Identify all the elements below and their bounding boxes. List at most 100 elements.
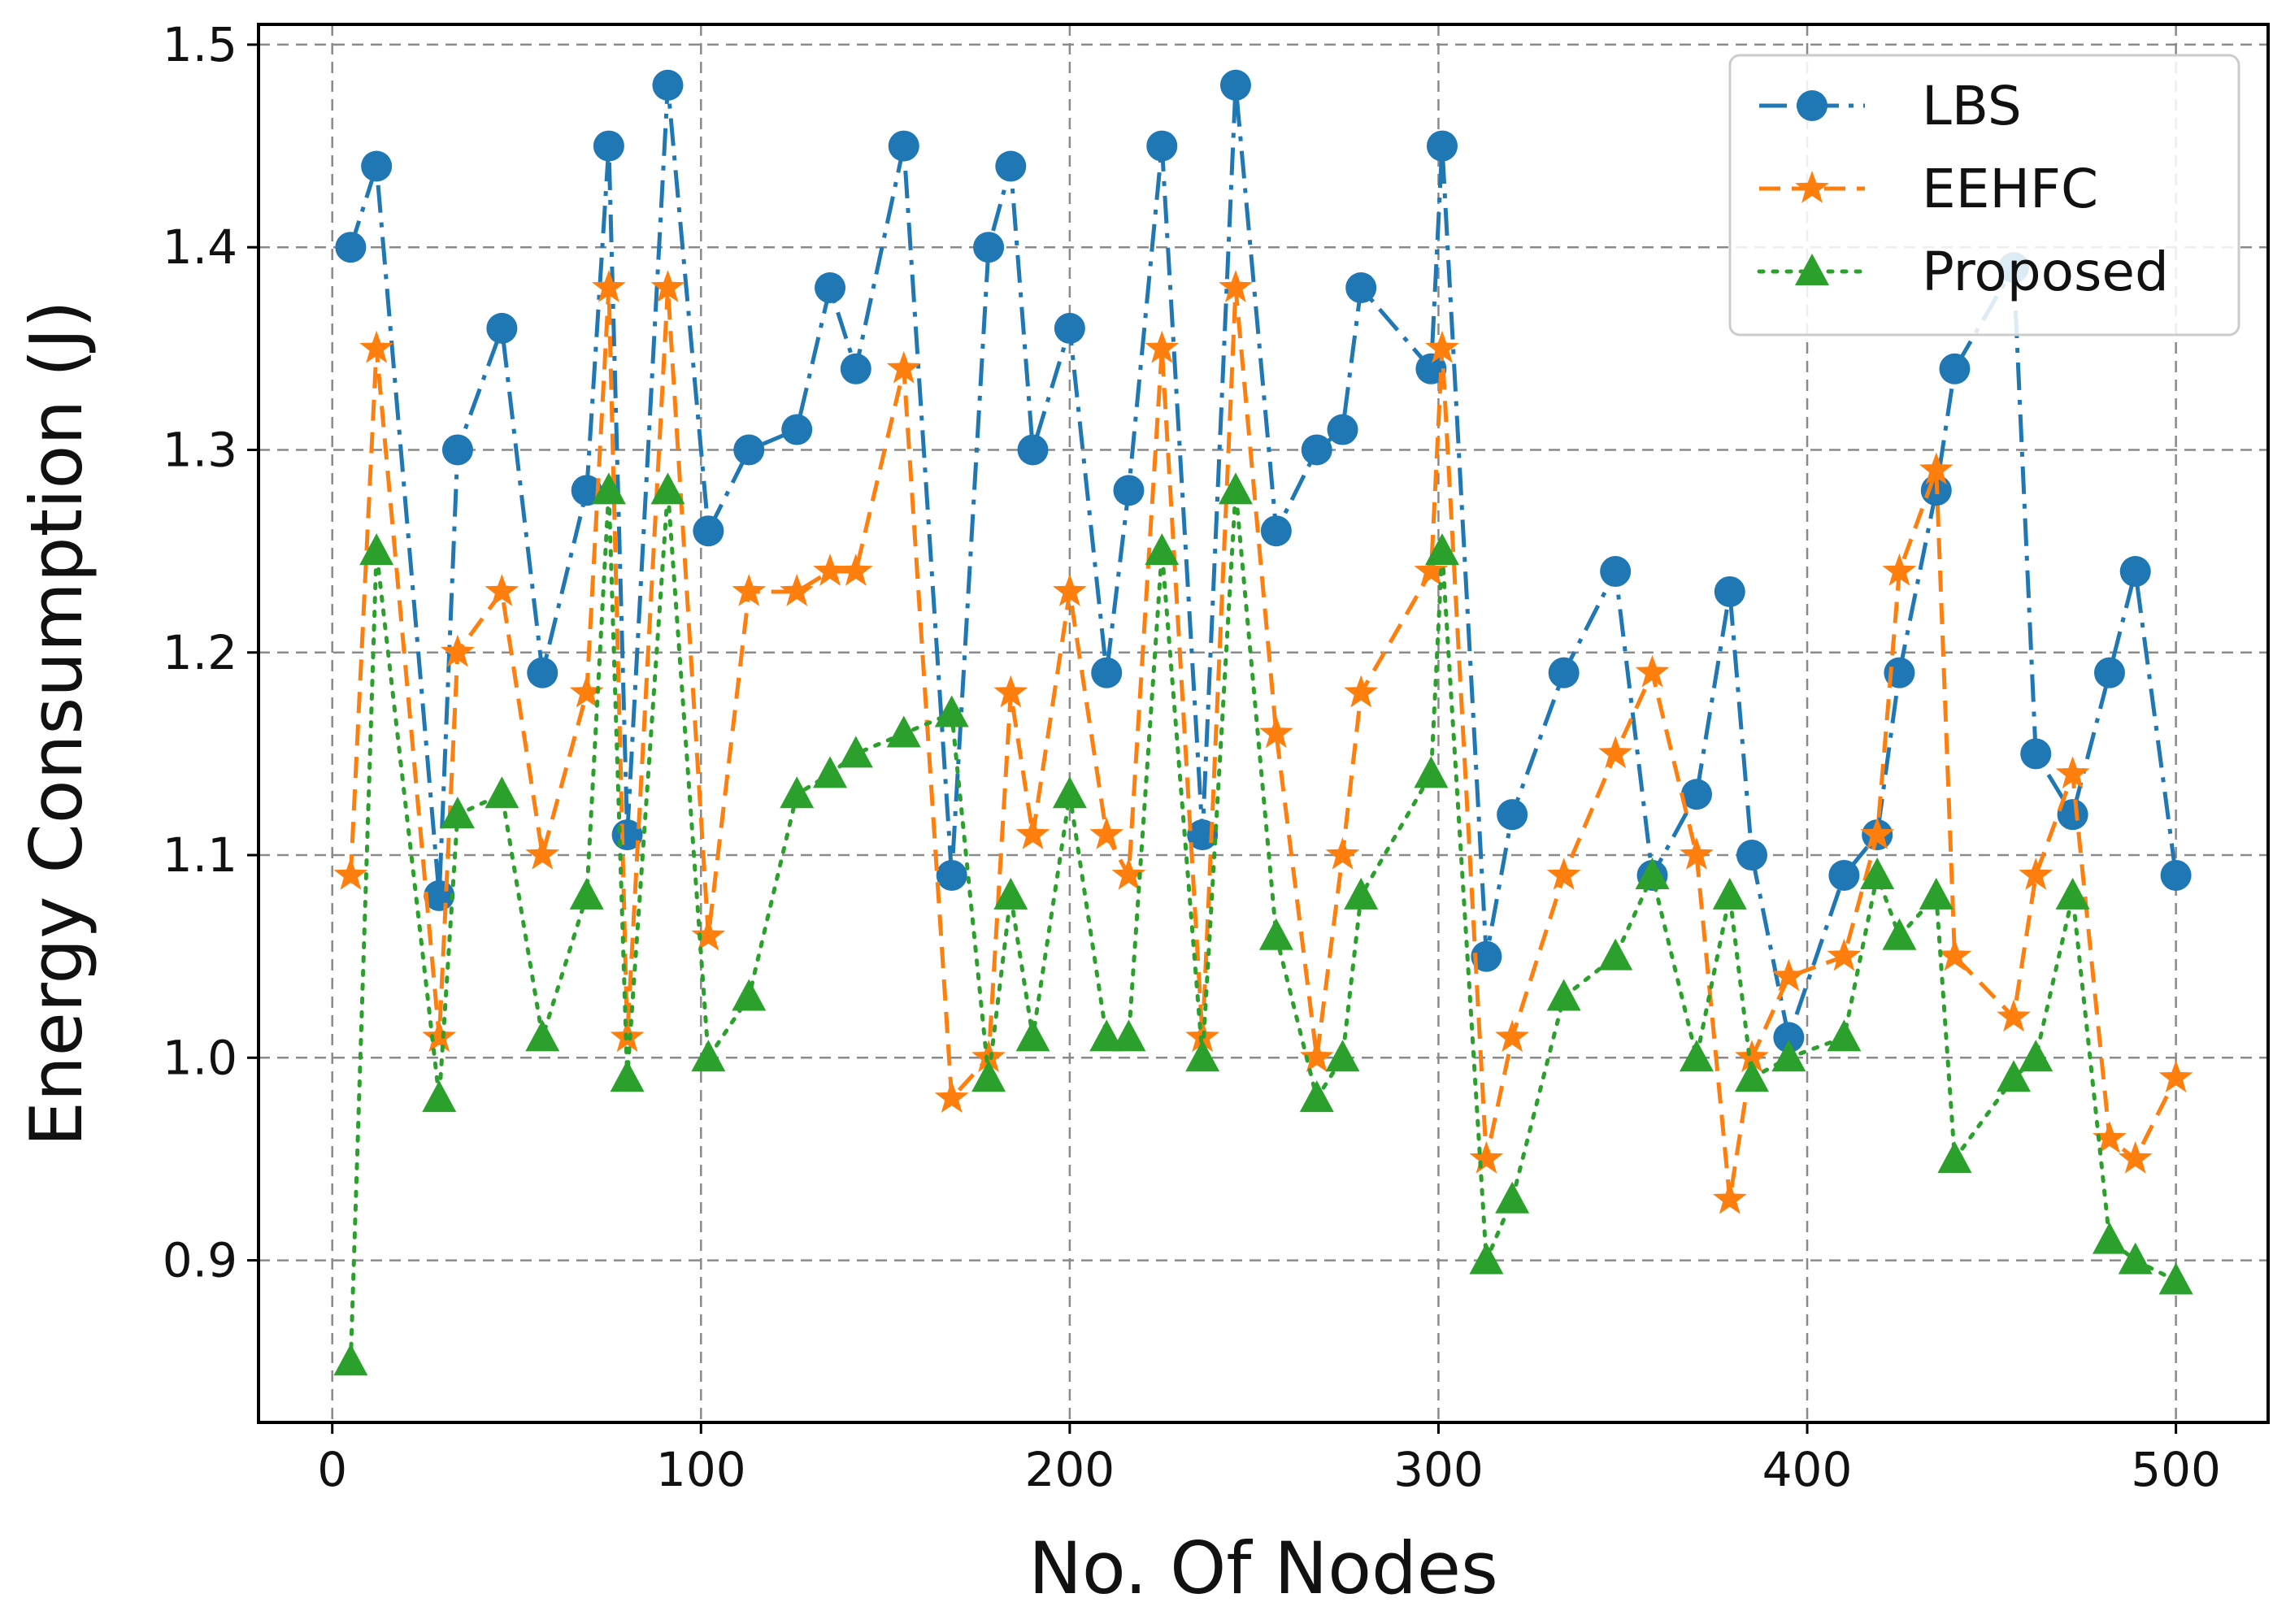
legend-marker-lbs <box>1797 90 1827 121</box>
data-point-eehfc <box>1111 858 1146 890</box>
data-point-eehfc <box>569 675 604 708</box>
x-tick-label: 400 <box>1762 1442 1853 1497</box>
data-point-lbs <box>2057 799 2088 831</box>
data-point-lbs <box>1471 940 1502 972</box>
data-point-lbs <box>693 515 724 547</box>
plot-frame <box>257 23 2270 1424</box>
data-point-proposed <box>1258 918 1293 950</box>
data-point-lbs <box>1260 515 1292 547</box>
data-point-eehfc <box>691 918 726 951</box>
data-point-lbs <box>652 69 684 101</box>
y-tick-label: 0.9 <box>163 1233 237 1288</box>
data-point-eehfc <box>1344 675 1379 708</box>
data-point-lbs <box>571 475 602 506</box>
data-point-eehfc <box>838 554 873 586</box>
legend-label-proposed: Proposed <box>1922 241 2169 303</box>
data-point-proposed <box>2055 877 2090 910</box>
data-point-lbs <box>840 353 871 384</box>
data-point-eehfc <box>1469 1140 1504 1174</box>
y-tick-label: 1.1 <box>163 827 237 883</box>
series-layer <box>333 69 2193 1376</box>
data-point-proposed <box>333 1344 368 1376</box>
data-point-proposed <box>1218 472 1253 505</box>
data-point-lbs <box>1301 434 1332 466</box>
data-point-lbs <box>936 859 967 891</box>
data-point-proposed <box>1679 1040 1714 1072</box>
data-point-eehfc <box>333 858 368 890</box>
series-proposed <box>333 472 2193 1376</box>
y-axis-label: Energy Consumption (J) <box>15 300 98 1146</box>
data-point-proposed <box>732 979 767 1011</box>
legend-label-eehfc: EEHFC <box>1922 158 2098 220</box>
data-point-eehfc <box>886 350 921 384</box>
data-point-eehfc <box>1860 817 1895 849</box>
data-point-eehfc <box>1089 817 1124 849</box>
data-point-proposed <box>1712 877 1747 910</box>
data-point-lbs <box>593 130 624 162</box>
data-point-eehfc <box>1735 1040 1769 1073</box>
data-point-proposed <box>993 877 1028 910</box>
data-point-lbs <box>1828 859 1860 891</box>
data-point-proposed <box>440 797 475 829</box>
data-point-eehfc <box>1546 858 1581 890</box>
data-point-proposed <box>650 472 685 505</box>
y-tick-label: 1.0 <box>163 1030 237 1085</box>
data-point-eehfc <box>1259 715 1293 749</box>
data-point-lbs <box>2093 657 2125 688</box>
data-point-eehfc <box>1495 1019 1530 1053</box>
data-point-proposed <box>691 1040 726 1072</box>
data-point-lbs <box>1714 575 1745 607</box>
data-point-proposed <box>2158 1262 2193 1295</box>
legend: LBS EEHFC Proposed <box>1728 54 2240 337</box>
data-point-eehfc <box>485 574 519 606</box>
data-point-lbs <box>888 130 919 162</box>
data-point-lbs <box>1327 414 1358 445</box>
data-point-proposed <box>1414 756 1449 788</box>
data-point-proposed <box>886 715 921 748</box>
data-point-eehfc <box>359 330 394 363</box>
data-point-proposed <box>1598 938 1633 970</box>
data-point-proposed <box>1052 776 1087 809</box>
data-point-eehfc <box>1827 938 1862 971</box>
data-point-lbs <box>1680 779 1712 810</box>
data-point-proposed <box>1546 979 1581 1011</box>
data-point-proposed <box>1882 918 1917 950</box>
data-point-proposed <box>780 776 815 809</box>
data-point-eehfc <box>813 554 847 586</box>
series-line-lbs <box>349 83 2179 1040</box>
data-point-proposed <box>1015 1019 1050 1052</box>
data-point-proposed <box>1635 857 1670 889</box>
data-point-lbs <box>1146 130 1178 162</box>
data-point-lbs <box>973 232 1005 263</box>
data-point-eehfc <box>2019 858 2053 890</box>
data-point-proposed <box>485 776 519 809</box>
data-point-proposed <box>1185 1040 1220 1072</box>
data-point-proposed <box>1734 1060 1769 1092</box>
data-point-eehfc <box>1425 330 1459 363</box>
data-point-eehfc <box>780 574 815 606</box>
data-point-proposed <box>1111 1019 1146 1052</box>
data-point-lbs <box>1736 840 1767 871</box>
data-point-eehfc <box>1997 999 2031 1032</box>
data-point-eehfc <box>971 1040 1006 1073</box>
x-tick-label: 300 <box>1393 1442 1484 1497</box>
data-point-proposed <box>2092 1222 2127 1254</box>
data-point-lbs <box>1113 475 1145 506</box>
data-point-lbs <box>1219 69 1251 101</box>
data-point-lbs <box>2020 738 2052 770</box>
data-point-lbs <box>1773 1022 1805 1053</box>
data-point-eehfc <box>1937 938 1972 971</box>
data-point-lbs <box>1497 799 1528 831</box>
data-point-eehfc <box>1882 554 1917 586</box>
legend-box <box>1728 54 2240 337</box>
y-tick-label: 1.4 <box>163 219 237 275</box>
data-point-lbs <box>2119 556 2151 588</box>
data-point-eehfc <box>441 634 475 667</box>
data-point-proposed <box>2118 1242 2153 1274</box>
data-point-proposed <box>1827 1019 1862 1052</box>
data-point-eehfc <box>2118 1140 2153 1174</box>
data-point-eehfc <box>1052 574 1087 606</box>
data-point-proposed <box>1469 1242 1504 1274</box>
y-tick-label: 1.2 <box>163 625 237 680</box>
data-point-eehfc <box>2158 1060 2193 1092</box>
